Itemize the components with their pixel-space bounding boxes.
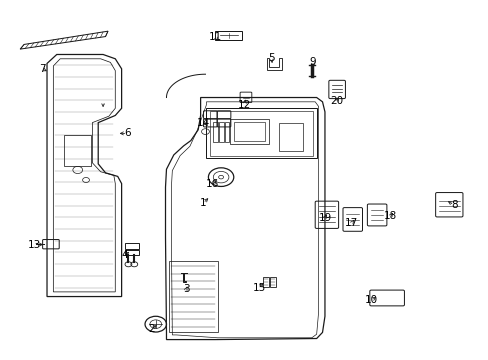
Bar <box>218 122 223 142</box>
Text: 12: 12 <box>237 100 251 110</box>
Bar <box>215 31 242 40</box>
Text: 16: 16 <box>206 179 219 189</box>
Text: 17: 17 <box>345 218 358 228</box>
Bar <box>212 122 217 142</box>
Bar <box>229 119 268 144</box>
Text: 6: 6 <box>124 129 130 138</box>
Text: 8: 8 <box>450 200 457 210</box>
Bar <box>263 277 268 287</box>
Bar <box>125 249 139 255</box>
Bar <box>125 243 139 249</box>
Text: 10: 10 <box>364 295 377 305</box>
Bar <box>269 277 275 287</box>
Bar <box>168 261 217 332</box>
Text: 1: 1 <box>199 198 206 208</box>
Text: 2: 2 <box>148 324 155 334</box>
Text: 11: 11 <box>208 32 222 41</box>
Bar <box>64 135 91 166</box>
Text: 15: 15 <box>252 283 265 293</box>
Text: 4: 4 <box>122 250 128 260</box>
Text: 14: 14 <box>196 118 209 128</box>
Text: 3: 3 <box>183 284 189 294</box>
Bar <box>278 123 303 151</box>
Text: 18: 18 <box>384 211 397 221</box>
Bar <box>233 122 264 141</box>
Bar <box>224 122 229 142</box>
Text: 9: 9 <box>309 57 315 67</box>
Text: 19: 19 <box>318 213 331 222</box>
Text: 5: 5 <box>267 53 274 63</box>
Text: 20: 20 <box>330 96 343 106</box>
Text: 7: 7 <box>39 64 45 74</box>
Text: 13: 13 <box>28 239 41 249</box>
